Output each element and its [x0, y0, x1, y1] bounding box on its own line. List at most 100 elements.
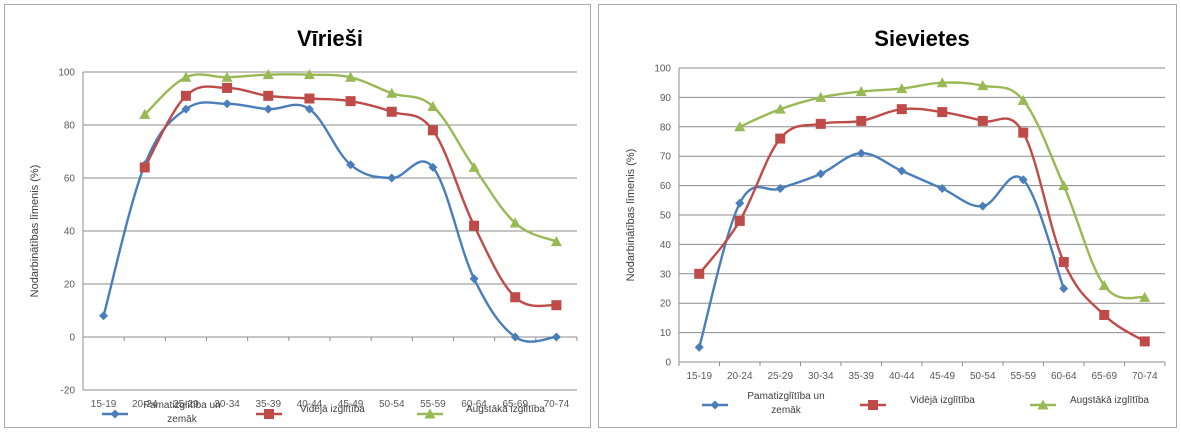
y-tick-label: 10: [660, 328, 672, 339]
data-point: [816, 169, 826, 179]
data-point: [262, 69, 274, 80]
series-1: [694, 104, 1150, 347]
data-point: [139, 162, 150, 173]
data-point: [936, 77, 948, 88]
legend-label: Augstākā izglītība: [1070, 395, 1149, 406]
y-tick-label: 40: [660, 240, 672, 251]
y-tick-label: 20: [64, 280, 76, 291]
y-axis-label: Nodarbinātības līmenis (%): [625, 149, 637, 282]
x-tick-label: 25-29: [173, 399, 199, 410]
series-0: [694, 148, 1069, 352]
data-point: [510, 292, 521, 303]
data-point: [775, 133, 786, 144]
y-tick-label: 100: [654, 64, 671, 75]
legend-item: Augstākā izglītība: [417, 404, 545, 419]
y-tick-label: 60: [64, 174, 76, 185]
x-tick-label: 60-64: [1051, 371, 1077, 382]
legend-item: Augstākā izglītība: [1030, 395, 1149, 410]
y-tick-label: 70: [660, 152, 672, 163]
series-2: [734, 77, 1151, 302]
data-point: [856, 148, 866, 158]
data-point: [345, 96, 356, 107]
y-tick-label: 80: [660, 122, 672, 133]
data-point: [735, 198, 745, 208]
legend-marker: [110, 409, 120, 419]
data-point: [99, 311, 109, 321]
data-point: [180, 71, 192, 82]
legend-marker: [710, 400, 720, 410]
y-tick-label: 80: [64, 121, 76, 132]
x-tick-label: 35-39: [848, 371, 874, 382]
data-point: [775, 184, 785, 194]
data-point: [734, 215, 745, 226]
x-tick-label: 40-44: [889, 371, 915, 382]
x-tick-label: 65-69: [502, 399, 528, 410]
x-tick-label: 40-44: [297, 399, 323, 410]
data-point: [937, 107, 948, 118]
legend-item: Vidējā izglītība: [256, 404, 365, 419]
data-point: [1018, 127, 1029, 138]
chart-panel-men: Vīrieši -20 0 20 40 60 80 100 15-19 20-24 25-29 30-…: [4, 4, 591, 428]
x-tick-label: 45-49: [338, 399, 364, 410]
data-point: [937, 184, 947, 194]
data-point: [815, 118, 826, 129]
data-point: [509, 217, 521, 228]
data-point: [386, 87, 398, 98]
data-point: [346, 160, 356, 170]
series-2: [139, 69, 562, 247]
legend-label: Pamatizglītība un: [747, 391, 824, 402]
data-point: [551, 332, 561, 342]
data-point: [427, 125, 438, 136]
line-chart-women: Sievietes 0 10 20 30 40 50 60 70 80 90 100 15-19 20-2…: [625, 26, 1166, 416]
data-point: [387, 173, 397, 183]
legend-label: zemāk: [167, 414, 197, 425]
data-point: [774, 103, 786, 114]
data-point: [977, 115, 988, 126]
x-tick-label: 30-34: [808, 371, 834, 382]
data-point: [550, 236, 562, 247]
data-point: [815, 91, 827, 102]
x-tick-label: 65-69: [1091, 371, 1117, 382]
data-point: [734, 121, 746, 132]
x-tick-label: 25-29: [767, 371, 793, 382]
legend-item: Vidējā izglītība: [860, 395, 975, 410]
x-tick-label: 20-24: [727, 371, 753, 382]
y-tick-label: 20: [660, 299, 672, 310]
x-tick-label: 50-54: [970, 371, 996, 382]
y-tick-label: 60: [660, 181, 672, 192]
x-tick-label: 30-34: [214, 399, 240, 410]
data-point: [1058, 180, 1070, 191]
y-tick-label: 100: [58, 68, 75, 79]
legend-marker: [264, 409, 274, 419]
data-point: [468, 161, 480, 172]
data-point: [1099, 309, 1110, 320]
x-tick-label: 70-74: [1132, 371, 1158, 382]
data-point: [978, 201, 988, 211]
legend-item: Pamatizglītība un zemāk: [702, 391, 825, 416]
x-tick-label: 15-19: [91, 399, 117, 410]
data-point: [1059, 284, 1069, 293]
y-axis-label: Nodarbinātības līmenis (%): [29, 165, 41, 298]
data-point: [856, 115, 867, 126]
series-0: [99, 99, 561, 343]
x-tick-label: 45-49: [929, 371, 955, 382]
y-tick-label: 90: [660, 93, 672, 104]
chart-panel-women: Sievietes 0 10 20 30 40 50 60 70 80 90 100 15-19 20-2…: [598, 4, 1177, 428]
data-point: [551, 300, 562, 311]
data-point: [263, 90, 274, 101]
legend-marker: [868, 400, 878, 410]
data-point: [896, 83, 908, 94]
x-tick-label: 55-59: [420, 399, 446, 410]
data-point: [427, 100, 439, 111]
data-point: [1139, 336, 1150, 347]
data-point: [222, 99, 232, 109]
chart-title: Vīrieši: [297, 26, 363, 51]
legend-label: Vidējā izglītība: [910, 395, 975, 406]
data-point: [345, 71, 357, 82]
legend-label: Pamatizglītība un: [143, 400, 220, 411]
data-point: [896, 104, 907, 115]
y-tick-label: -20: [61, 386, 76, 397]
x-tick-label: 35-39: [255, 399, 281, 410]
legend-label: zemāk: [771, 405, 801, 416]
data-point: [1018, 175, 1028, 185]
